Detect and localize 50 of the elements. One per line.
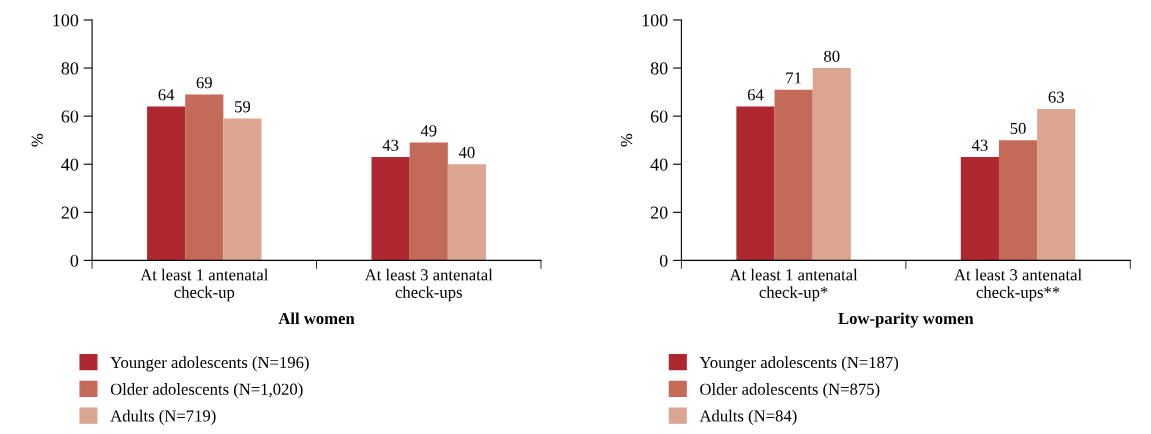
y-tick-label: 80 bbox=[61, 62, 79, 75]
bar bbox=[774, 89, 813, 261]
data-label: 43 bbox=[382, 139, 399, 151]
y-tick-label: 100 bbox=[53, 14, 79, 27]
bar bbox=[1037, 108, 1076, 261]
data-label: 50 bbox=[1010, 122, 1026, 135]
legend-label: Older adolescents (N=875) bbox=[700, 383, 880, 399]
y-tick-label: 20 bbox=[650, 206, 668, 219]
y-tick-label: 100 bbox=[642, 14, 668, 27]
y-tick-label: 40 bbox=[650, 158, 668, 171]
y-tick-label: 40 bbox=[61, 158, 79, 171]
data-label: 63 bbox=[1048, 91, 1064, 103]
y-axis-title: % bbox=[31, 133, 43, 147]
bar bbox=[185, 94, 224, 261]
y-tick-label: 0 bbox=[70, 254, 79, 267]
x-tick-label: At least 1 antenatal check-up bbox=[140, 268, 269, 302]
bar bbox=[812, 68, 851, 261]
legend-label: Younger adolescents (N=196) bbox=[110, 356, 309, 372]
data-label: 80 bbox=[824, 50, 840, 62]
bar bbox=[960, 157, 999, 261]
x-tick-label: At least 3 antenatal check-ups** bbox=[954, 268, 1082, 302]
data-label: 59 bbox=[235, 101, 251, 113]
legend-label: Adults (N=719) bbox=[110, 409, 216, 425]
data-label: 69 bbox=[196, 77, 212, 89]
bar bbox=[998, 140, 1038, 261]
bar bbox=[223, 118, 262, 261]
bar bbox=[371, 157, 410, 261]
bar bbox=[736, 106, 775, 261]
legend-label: Younger adolescents (N=187) bbox=[699, 356, 899, 372]
y-tick-label: 80 bbox=[650, 62, 668, 75]
data-label: 49 bbox=[420, 125, 437, 137]
y-tick-label: 60 bbox=[61, 110, 79, 123]
data-label: 43 bbox=[971, 139, 988, 151]
x-tick-label: At least 1 antenatal check-up* bbox=[729, 268, 858, 302]
x-axis-title: Low-parity women bbox=[838, 312, 974, 328]
legend-label: Adults (N=84) bbox=[699, 409, 797, 425]
y-tick-label: 0 bbox=[659, 254, 668, 267]
x-axis-title: All women bbox=[278, 312, 355, 325]
data-label: 40 bbox=[458, 146, 475, 159]
y-axis-title: % bbox=[620, 133, 633, 147]
y-tick-label: 60 bbox=[650, 110, 668, 123]
data-label: 64 bbox=[747, 89, 764, 101]
x-tick-label: At least 3 antenatal check-ups bbox=[364, 268, 493, 302]
legend-label: Older adolescents (N=1,020) bbox=[110, 383, 303, 399]
bar bbox=[147, 106, 186, 261]
data-label: 71 bbox=[786, 72, 801, 84]
bar bbox=[409, 142, 448, 261]
data-label: 64 bbox=[158, 89, 175, 101]
bar bbox=[447, 164, 486, 261]
y-tick-label: 20 bbox=[61, 206, 79, 219]
